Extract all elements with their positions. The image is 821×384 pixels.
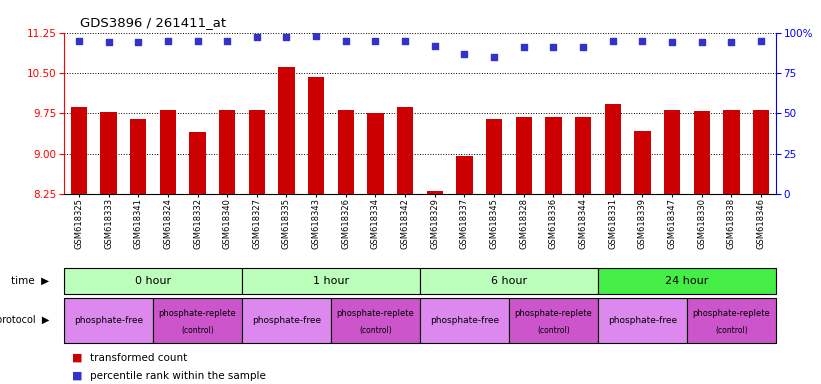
Point [754, 38, 768, 44]
Bar [367, 113, 383, 194]
Text: (control): (control) [359, 326, 392, 335]
Bar [64, 268, 242, 294]
Point [131, 39, 144, 45]
Bar [130, 119, 146, 194]
Text: phosphate-replete: phosphate-replete [158, 310, 236, 318]
Text: 0 hour: 0 hour [135, 276, 171, 286]
Point [221, 38, 234, 44]
Bar [242, 298, 331, 343]
Bar [456, 156, 473, 194]
Text: transformed count: transformed count [90, 353, 187, 363]
Text: ■: ■ [72, 371, 83, 381]
Bar [545, 117, 562, 194]
Text: (control): (control) [181, 326, 214, 335]
Bar [153, 298, 242, 343]
Text: growth protocol  ▶: growth protocol ▶ [0, 315, 49, 326]
Bar [71, 107, 87, 194]
Point [606, 38, 619, 44]
Bar [337, 109, 354, 194]
Bar [100, 112, 117, 194]
Bar [635, 131, 650, 194]
Point [666, 39, 679, 45]
Text: GDS3896 / 261411_at: GDS3896 / 261411_at [80, 16, 227, 29]
Bar [486, 119, 502, 194]
Point [576, 44, 589, 50]
Point [191, 38, 204, 44]
Text: phosphate-replete: phosphate-replete [515, 310, 592, 318]
Text: percentile rank within the sample: percentile rank within the sample [90, 371, 266, 381]
Bar [723, 109, 740, 194]
Bar [753, 109, 769, 194]
Bar [249, 109, 265, 194]
Bar [242, 268, 420, 294]
Point [369, 38, 382, 44]
Text: 1 hour: 1 hour [313, 276, 349, 286]
Bar [64, 298, 153, 343]
Point [547, 44, 560, 50]
Bar [160, 109, 176, 194]
Bar [190, 132, 205, 194]
Bar [516, 117, 532, 194]
Point [695, 39, 709, 45]
Bar [604, 104, 621, 194]
Bar [219, 109, 236, 194]
Bar [427, 191, 443, 194]
Text: 6 hour: 6 hour [491, 276, 527, 286]
Text: time  ▶: time ▶ [11, 276, 49, 286]
Text: phosphate-free: phosphate-free [430, 316, 499, 325]
Bar [331, 298, 420, 343]
Text: phosphate-free: phosphate-free [608, 316, 677, 325]
Text: (control): (control) [537, 326, 570, 335]
Point [398, 38, 411, 44]
Text: (control): (control) [715, 326, 748, 335]
Text: 24 hour: 24 hour [665, 276, 709, 286]
Bar [420, 268, 598, 294]
Bar [278, 66, 295, 194]
Point [429, 43, 442, 49]
Bar [664, 109, 680, 194]
Bar [687, 298, 776, 343]
Point [339, 38, 352, 44]
Bar [420, 298, 509, 343]
Point [488, 54, 501, 60]
Point [161, 38, 174, 44]
Point [458, 51, 471, 57]
Bar [694, 111, 710, 194]
Point [517, 44, 530, 50]
Point [72, 38, 85, 44]
Bar [397, 107, 413, 194]
Point [310, 33, 323, 39]
Point [725, 39, 738, 45]
Point [250, 35, 264, 41]
Text: phosphate-replete: phosphate-replete [337, 310, 415, 318]
Bar [598, 268, 776, 294]
Bar [308, 77, 324, 194]
Point [102, 39, 115, 45]
Point [280, 35, 293, 41]
Text: phosphate-replete: phosphate-replete [692, 310, 770, 318]
Bar [509, 298, 598, 343]
Bar [598, 298, 687, 343]
Point [635, 38, 649, 44]
Text: ■: ■ [72, 353, 83, 363]
Bar [575, 117, 591, 194]
Text: phosphate-free: phosphate-free [74, 316, 143, 325]
Text: phosphate-free: phosphate-free [252, 316, 321, 325]
